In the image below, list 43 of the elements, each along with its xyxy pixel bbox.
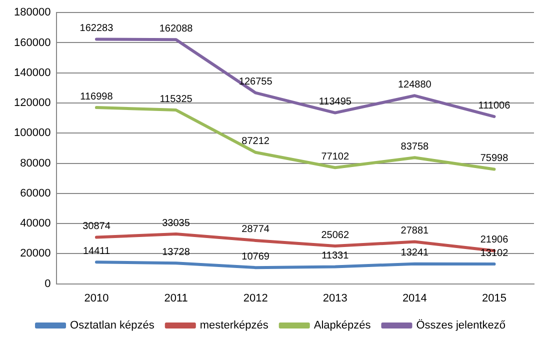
data-label: 113495 <box>318 96 352 108</box>
legend-label: mesterképzés <box>200 320 269 332</box>
data-label: 77102 <box>321 151 350 162</box>
x-tick-label: 2012 <box>243 292 268 304</box>
x-tick-label: 2015 <box>482 292 506 304</box>
data-label: 83758 <box>400 141 430 152</box>
y-tick-label: 100000 <box>14 127 51 140</box>
data-label: 162088 <box>159 23 194 34</box>
data-label: 28774 <box>242 224 270 236</box>
data-label: 116998 <box>80 91 114 102</box>
x-tick-label: 2011 <box>164 292 188 304</box>
data-label: 25062 <box>321 230 350 241</box>
data-label: 14411 <box>82 246 110 257</box>
data-label: 30874 <box>82 221 111 232</box>
y-tick-label: 120000 <box>14 97 51 110</box>
x-tick-label: 2013 <box>322 292 348 304</box>
data-label: 33035 <box>162 218 190 229</box>
x-tick-label: 2014 <box>402 292 427 304</box>
y-tick-label: 40000 <box>20 218 51 230</box>
legend-label: Osztatlan képzés <box>70 320 155 332</box>
y-tick-label: 60000 <box>20 187 51 200</box>
y-tick-label: 20000 <box>20 248 51 260</box>
legend-label: Összes jelentkező <box>416 318 506 332</box>
data-label: 10769 <box>242 251 270 262</box>
y-tick-label: 180000 <box>14 6 51 19</box>
y-tick-label: 80000 <box>20 157 51 170</box>
data-label: 21906 <box>480 234 509 246</box>
y-tick-label: 140000 <box>14 66 51 79</box>
data-label: 124880 <box>398 79 432 90</box>
data-label: 13241 <box>400 248 430 259</box>
data-label: 27881 <box>400 226 430 237</box>
legend-label: Alapképzés <box>314 320 372 332</box>
data-label: 87212 <box>242 136 270 148</box>
data-label: 115325 <box>160 94 193 105</box>
data-label: 13728 <box>162 246 190 258</box>
y-tick-label: 0 <box>44 278 51 290</box>
data-label: 75998 <box>480 153 509 164</box>
data-label: 111006 <box>478 100 511 112</box>
data-label: 162283 <box>80 23 114 34</box>
x-tick-label: 2010 <box>84 292 109 304</box>
data-label: 13102 <box>480 248 509 259</box>
data-label: 11331 <box>322 250 350 262</box>
y-tick-label: 160000 <box>14 36 51 49</box>
